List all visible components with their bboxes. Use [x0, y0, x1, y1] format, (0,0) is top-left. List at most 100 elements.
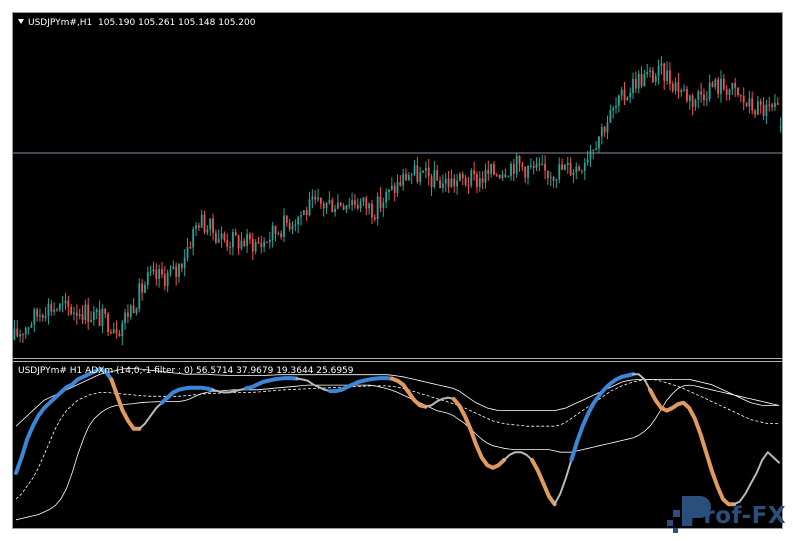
candle-body — [226, 239, 229, 247]
candle-body — [379, 196, 382, 208]
adx-segment-neutral — [424, 396, 455, 408]
candle-body — [232, 232, 234, 248]
candle-body — [524, 166, 527, 178]
chart-canvas[interactable] — [13, 13, 782, 528]
adx-line — [14, 367, 780, 507]
candle-body — [274, 225, 277, 234]
candle-body — [592, 150, 595, 152]
candle-body — [342, 205, 345, 210]
main-pane-label: USDJPYm#,H1 105.190 105.261 105.148 105.… — [18, 18, 255, 29]
candle-body — [623, 89, 626, 101]
candle-body — [620, 89, 623, 96]
candle-body — [254, 241, 257, 252]
candle-body — [322, 203, 325, 209]
candle-body — [30, 324, 33, 328]
candle-body — [734, 83, 737, 88]
candle-body — [368, 203, 371, 209]
candle-body — [731, 83, 734, 90]
candle-body — [129, 305, 132, 317]
candle-body — [405, 173, 407, 181]
candle-body — [626, 97, 629, 101]
candle-body — [615, 105, 617, 108]
candle-body — [442, 183, 444, 188]
candle-body — [302, 210, 305, 215]
candle-body — [354, 200, 356, 205]
candle-body — [495, 174, 498, 176]
candle-body — [683, 88, 686, 91]
candle-body — [754, 110, 756, 115]
candle-body — [484, 169, 487, 183]
candle-body — [541, 163, 544, 166]
candle-body — [581, 170, 583, 172]
candle-body — [691, 95, 694, 107]
candle-body — [203, 214, 206, 233]
candle-body — [33, 309, 36, 325]
candle-body — [311, 196, 314, 200]
candle-body — [493, 164, 495, 175]
candle-body — [402, 173, 405, 186]
candle-body — [419, 172, 422, 182]
candle-body — [345, 205, 348, 210]
logo-icon — [667, 496, 711, 533]
candle-body — [308, 199, 311, 216]
candle-body — [700, 91, 703, 95]
candle-body — [217, 238, 220, 243]
candle-body — [478, 178, 481, 187]
candle-body — [649, 70, 651, 73]
candle-body — [243, 240, 246, 247]
candle-body — [175, 266, 178, 277]
candle-body — [390, 185, 393, 190]
candle-body — [112, 329, 115, 334]
adx-segment-neutral — [295, 377, 332, 393]
candle-body — [266, 241, 268, 243]
adx-segment-neutral — [733, 451, 780, 506]
candle-body — [73, 312, 75, 314]
candle-body — [263, 241, 266, 248]
candle-body — [459, 173, 461, 181]
candle-body — [544, 163, 546, 171]
candle-body — [688, 95, 691, 101]
candle-body — [776, 102, 779, 105]
candle-body — [697, 91, 700, 100]
candle-body — [348, 205, 351, 207]
candle-body — [41, 315, 44, 318]
candle-body — [629, 93, 632, 98]
candle-body — [476, 173, 478, 187]
candle-body — [339, 202, 342, 206]
candle-body — [393, 185, 396, 194]
candle-body — [234, 232, 237, 236]
dropdown-triangle-icon[interactable] — [18, 19, 24, 24]
candle-body — [132, 305, 135, 314]
candle-body — [407, 175, 410, 181]
candle-body — [546, 170, 549, 179]
candle-body — [694, 99, 697, 107]
candle-body — [657, 65, 660, 77]
candle-body — [376, 196, 379, 220]
adx-segment-up — [14, 367, 114, 475]
candle-body — [36, 309, 39, 317]
candle-body — [427, 167, 430, 177]
candle-body — [677, 82, 680, 93]
candle-body — [260, 243, 263, 248]
candle-body — [532, 165, 535, 168]
candle-body — [53, 309, 56, 312]
candle-body — [257, 241, 260, 244]
candle-body — [637, 73, 640, 89]
candle-body — [325, 202, 328, 209]
adx-segment-up — [569, 372, 636, 462]
candle-body — [172, 266, 175, 270]
candle-body — [300, 214, 302, 217]
candle-body — [149, 271, 152, 273]
candle-body — [220, 233, 223, 239]
candle-body — [538, 163, 541, 166]
candle-body — [90, 320, 92, 322]
candle-body — [439, 180, 441, 188]
candle-body — [640, 73, 643, 87]
candle-body — [22, 334, 24, 336]
candle-body — [246, 234, 249, 247]
candle-body — [564, 164, 566, 170]
indicator-pane-label: USDJPYm# H1 ADXm (14,0,-1 filter : 0) 56… — [18, 366, 354, 376]
symbol-label: USDJPYm#,H1 — [28, 18, 93, 28]
candle-body — [16, 328, 19, 337]
candle-body — [603, 127, 606, 133]
